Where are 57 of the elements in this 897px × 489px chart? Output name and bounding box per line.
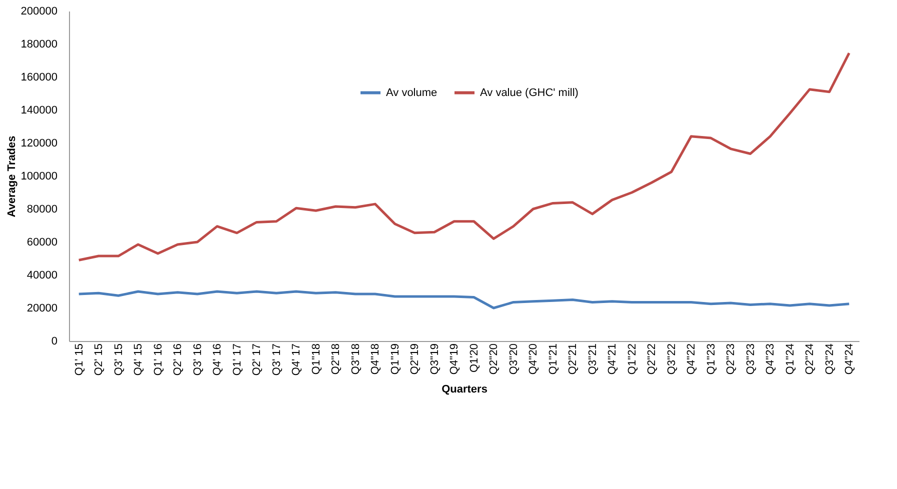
x-tick-label: Q4''20 [528,344,540,375]
y-tick-label: 180000 [20,38,58,50]
x-tick-label: Q2''22 [646,344,658,375]
x-tick-label: Q2''18 [330,344,342,375]
x-tick-label: Q2' 16 [172,344,184,376]
x-tick-label: Q4''22 [686,344,698,375]
x-tick-label: Q4' 15 [132,344,145,376]
x-tick-label: Q3' 16 [192,344,204,376]
line-series [78,52,850,262]
x-tick-label: Q3''21 [586,344,599,375]
y-axis-title: Average Trades [6,136,18,218]
y-tick-label: 140000 [20,104,58,116]
x-tick-label: Q1''19 [389,344,402,375]
x-tick-label: Q1' 17 [231,344,244,376]
x-tick-label: Q3''19 [428,344,441,375]
y-tick-label: 80000 [26,204,58,216]
x-tick-label: Q3''22 [666,344,678,375]
x-tick-label: Q4''23 [764,344,777,375]
x-tick-label: Q2''19 [409,344,422,375]
legend-label: Av value (GHC' mill) [480,86,578,99]
x-tick-label: Q1' 15 [73,344,86,376]
x-tick-label: Q1''18 [310,344,322,375]
x-tick-label: Q4' 16 [212,344,224,376]
x-tick-label: Q2''23 [725,344,738,375]
x-tick-label: Q3' 15 [112,344,125,376]
y-tick-label: 20000 [26,302,58,314]
x-tick-label: Q1''23 [705,344,718,375]
x-tick-label: Q3''18 [350,344,362,375]
x-tick-label: Q4''21 [606,344,619,375]
line-series [78,290,850,310]
x-tick-label: Q3''24 [824,344,836,375]
x-tick-label: Q2' 17 [251,344,264,376]
x-tick-label: Q1'20 [468,344,480,373]
legend-label: Av volume [386,86,438,99]
x-tick-label: Q4' 17 [290,344,303,376]
x-tick-label: Q3''20 [508,344,520,375]
x-tick-label: Q4''19 [448,344,461,375]
y-tick-label: 60000 [26,236,58,248]
y-tick-label: 0 [51,336,58,348]
x-axis-title: Quarters [442,384,488,396]
x-tick-label: Q4''24 [844,344,856,375]
x-tick-label: Q2''20 [488,344,500,375]
y-tick-label: 40000 [26,270,58,282]
x-tick-label: Q1' 16 [152,344,164,376]
x-tick-label: Q2''24 [804,344,816,375]
x-tick-label: Q1''24 [784,344,796,375]
x-tick-label: Q1''21 [547,344,560,375]
x-tick-label: Q2' 15 [93,344,106,376]
x-tick-label: Q4''18 [370,344,382,375]
x-tick-label: Q2''21 [567,344,580,375]
x-tick-label: Q1''22 [626,344,638,375]
y-tick-label: 200000 [20,6,58,18]
x-tick-label: Q3' 17 [270,344,283,376]
y-tick-label: 120000 [20,138,58,150]
y-tick-label: 160000 [20,72,58,84]
x-tick-label: Q3''23 [744,344,757,375]
y-tick-label: 100000 [20,170,58,182]
